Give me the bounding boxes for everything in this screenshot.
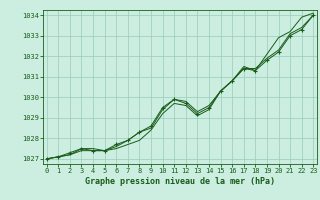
X-axis label: Graphe pression niveau de la mer (hPa): Graphe pression niveau de la mer (hPa) xyxy=(85,177,275,186)
